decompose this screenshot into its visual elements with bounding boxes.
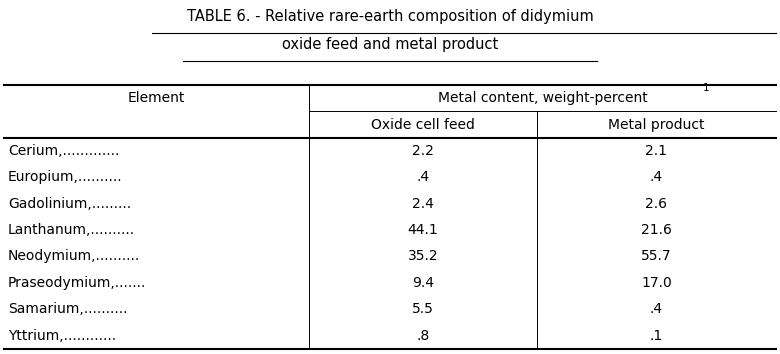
Text: Element: Element <box>128 91 185 105</box>
Text: 21.6: 21.6 <box>641 223 672 237</box>
Text: .4: .4 <box>650 302 663 316</box>
Text: 5.5: 5.5 <box>412 302 434 316</box>
Text: Lanthanum,..........: Lanthanum,.......... <box>8 223 135 237</box>
Text: Neodymium,..........: Neodymium,.......... <box>8 249 140 263</box>
Text: 17.0: 17.0 <box>641 276 672 290</box>
Text: 55.7: 55.7 <box>641 249 672 263</box>
Text: Yttrium,............: Yttrium,............ <box>8 329 116 343</box>
Text: 1: 1 <box>703 82 709 92</box>
Text: 2.2: 2.2 <box>412 144 434 158</box>
Text: Praseodymium,.......: Praseodymium,....... <box>8 276 146 290</box>
Text: Samarium,..........: Samarium,.......... <box>8 302 127 316</box>
Text: 2.4: 2.4 <box>412 196 434 211</box>
Text: Europium,..........: Europium,.......... <box>8 170 122 184</box>
Text: .4: .4 <box>650 170 663 184</box>
Text: Gadolinium,.........: Gadolinium,......... <box>8 196 131 211</box>
Text: TABLE 6. - Relative rare-earth composition of didymium: TABLE 6. - Relative rare-earth compositi… <box>186 9 594 24</box>
Text: 9.4: 9.4 <box>412 276 434 290</box>
Text: oxide feed and metal product: oxide feed and metal product <box>282 37 498 52</box>
Text: .1: .1 <box>650 329 663 343</box>
Text: 2.1: 2.1 <box>645 144 668 158</box>
Text: Metal product: Metal product <box>608 118 704 132</box>
Text: 44.1: 44.1 <box>407 223 438 237</box>
Text: Metal content, weight-percent: Metal content, weight-percent <box>438 91 647 105</box>
Text: Oxide cell feed: Oxide cell feed <box>370 118 475 132</box>
Text: .8: .8 <box>417 329 430 343</box>
Text: 2.6: 2.6 <box>645 196 668 211</box>
Text: .4: .4 <box>417 170 429 184</box>
Text: Cerium,.............: Cerium,............. <box>8 144 119 158</box>
Text: 35.2: 35.2 <box>407 249 438 263</box>
